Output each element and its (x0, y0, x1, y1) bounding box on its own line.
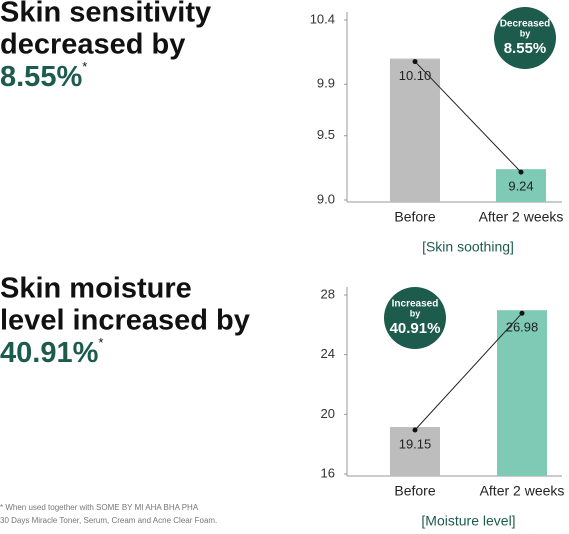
trend-line (414, 61, 522, 173)
trend-dot (518, 169, 524, 175)
value-label: 9.24 (508, 179, 533, 194)
headline: decreased by (0, 29, 185, 61)
bar (390, 427, 440, 476)
headline-highlight: 40.91%* (0, 335, 103, 368)
headline: Skin moisture (0, 273, 192, 305)
footnote: * When used together with SOME BY MI AHA… (0, 503, 199, 512)
badge-text: Increased (392, 299, 439, 310)
x-tick-label: After 2 weeks (479, 209, 564, 225)
badge-text: by (410, 308, 421, 318)
x-axis-label: [Skin soothing] (422, 239, 514, 255)
x-tick-label: Before (394, 209, 435, 225)
y-tick-label: 10.4 (310, 11, 335, 26)
trend-dot (412, 59, 418, 65)
trend-line (414, 312, 523, 431)
badge-text: 8.55% (504, 40, 547, 57)
x-axis-label: [Moisture level] (421, 513, 515, 529)
y-tick-label: 28 (321, 286, 335, 301)
mark: * (82, 59, 87, 74)
badge-text: Decreased (500, 19, 551, 30)
bar (497, 310, 547, 476)
highlight: 40.91% (0, 337, 99, 369)
headline-highlight: 8.55%* (0, 59, 87, 92)
value-label: 10.10 (399, 68, 432, 83)
x-tick-label: After 2 weeks (480, 483, 565, 499)
bar (390, 58, 440, 203)
y-tick-label: 24 (321, 346, 335, 361)
headline: level increased by (0, 305, 250, 337)
value-label: 19.15 (399, 436, 432, 451)
x-tick-label: Before (394, 483, 435, 499)
y-tick-label: 16 (321, 465, 335, 480)
y-tick-label: 9.0 (317, 191, 335, 206)
footnote: 30 Days Miracle Toner, Serum, Cream and … (0, 516, 217, 525)
badge-text: 40.91% (390, 320, 441, 337)
value-label: 26.98 (506, 320, 539, 335)
headline: Skin sensitivity (0, 0, 211, 29)
highlight: 8.55% (0, 61, 82, 93)
y-tick-label: 9.9 (317, 76, 335, 91)
badge-text: by (520, 28, 531, 38)
badge (384, 287, 446, 349)
mark: * (98, 335, 103, 350)
trend-dot (412, 427, 418, 433)
trend-dot (519, 310, 525, 316)
y-tick-label: 9.5 (317, 127, 335, 142)
y-tick-label: 20 (321, 406, 335, 421)
badge (494, 7, 556, 69)
